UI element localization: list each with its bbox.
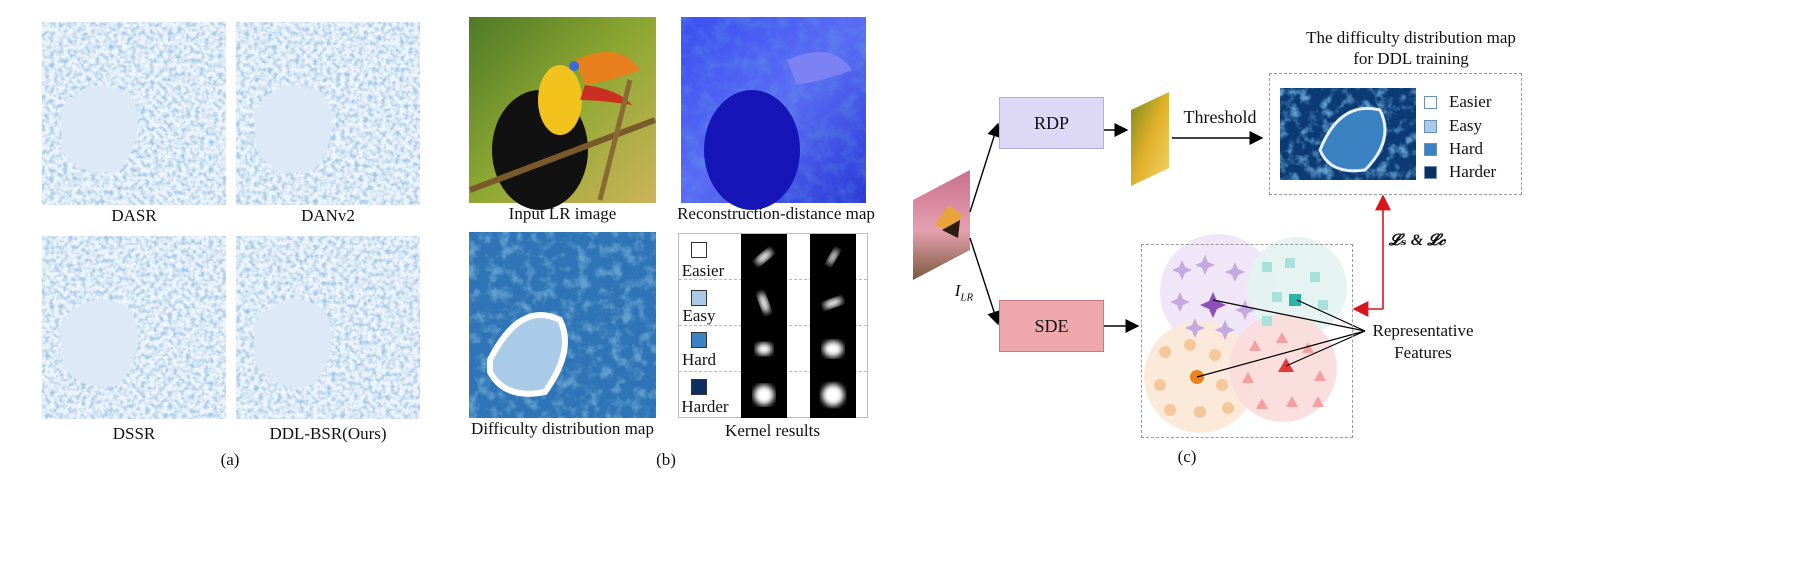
legend-label: Easy — [1449, 116, 1483, 135]
map-title: The difficulty distribution map for DDL … — [1306, 28, 1516, 68]
kernel-image — [810, 234, 856, 280]
input-lr-image — [468, 17, 657, 210]
label-difficulty-map: Difficulty distribution map — [471, 419, 654, 438]
kernel-image — [810, 372, 856, 418]
difficulty-map-box — [1269, 73, 1522, 195]
representative-features-label: Representative Features — [1372, 321, 1474, 362]
caption-c: (c) — [1177, 447, 1197, 466]
legend-label: Harder — [1449, 162, 1497, 181]
kernel-swatch-easy — [691, 290, 707, 306]
sde-box: SDE — [999, 300, 1104, 352]
input-label: ILR — [954, 281, 974, 304]
rdp-output-map — [1131, 92, 1169, 186]
legend-swatch — [1424, 142, 1437, 156]
flow-arrows — [969, 122, 1264, 333]
caption-a: (a) — [220, 450, 240, 469]
label-input-lr: Input LR image — [508, 204, 617, 223]
legend-swatch — [1424, 95, 1437, 109]
map-danv2 — [236, 22, 420, 205]
legend-swatch — [1424, 119, 1437, 133]
legend-harder: Harder — [1424, 162, 1496, 182]
legend-hard: Hard — [1424, 139, 1483, 159]
kernel-image — [810, 280, 856, 326]
kernel-image — [741, 234, 787, 280]
kernel-label-harder: Harder — [681, 397, 729, 416]
input-image-butterfly — [913, 170, 970, 280]
map-dasr — [42, 22, 226, 205]
legend-label: Easier — [1449, 92, 1492, 111]
legend-label: Hard — [1449, 139, 1483, 158]
legend-easy: Easy — [1424, 116, 1482, 136]
kernel-label-hard: Hard — [682, 350, 716, 369]
map-dssr — [42, 236, 226, 419]
kernel-swatch-easier — [691, 242, 707, 258]
label-ddl-bsr: DDL-BSR(Ours) — [269, 424, 387, 443]
kernel-swatch-harder — [691, 379, 707, 395]
threshold-label: Threshold — [1183, 107, 1257, 127]
kernel-grid: Easier Easy Hard Harder — [678, 233, 868, 418]
label-dssr: DSSR — [112, 424, 156, 443]
kernel-label-easy: Easy — [682, 306, 716, 325]
label-danv2: DANv2 — [301, 206, 355, 225]
legend-swatch — [1424, 165, 1437, 179]
loss-label: 𝓛ₛ & 𝓛𝒸 — [1388, 232, 1446, 249]
label-dasr: DASR — [111, 206, 157, 225]
label-kernel-results: Kernel results — [725, 421, 820, 440]
rdp-box: RDP — [999, 97, 1104, 149]
loss-feedback-arrow — [1352, 194, 1391, 317]
kernel-image — [810, 326, 856, 372]
map-ddl-bsr — [236, 236, 420, 419]
label-recon-map: Reconstruction-distance map — [677, 204, 875, 223]
difficulty-map-butterfly — [1280, 88, 1416, 180]
caption-b: (b) — [656, 450, 676, 469]
feature-space-box — [1141, 244, 1353, 438]
kernel-image — [741, 280, 787, 326]
kernel-image — [741, 326, 787, 372]
feature-clusters — [1144, 234, 1366, 433]
legend-easier: Easier — [1424, 92, 1491, 112]
kernel-label-easier: Easier — [681, 261, 725, 280]
difficulty-distribution-map — [469, 232, 656, 418]
kernel-swatch-hard — [691, 332, 707, 348]
reconstruction-distance-map — [681, 17, 866, 210]
kernel-image — [741, 372, 787, 418]
